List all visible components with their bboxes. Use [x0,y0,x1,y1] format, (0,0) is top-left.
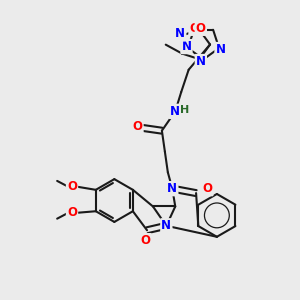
Text: O: O [202,182,212,195]
Text: N: N [196,55,206,68]
Text: H: H [180,105,189,115]
Text: N: N [167,182,177,195]
Text: N: N [170,105,180,118]
Text: O: O [140,234,151,247]
Text: N: N [215,43,226,56]
Text: O: O [190,22,200,35]
Text: N: N [161,219,171,232]
Text: N: N [175,27,185,40]
Text: O: O [133,120,142,133]
Text: O: O [67,180,77,194]
Text: O: O [196,22,206,35]
Text: N: N [182,40,191,53]
Text: O: O [67,206,77,219]
